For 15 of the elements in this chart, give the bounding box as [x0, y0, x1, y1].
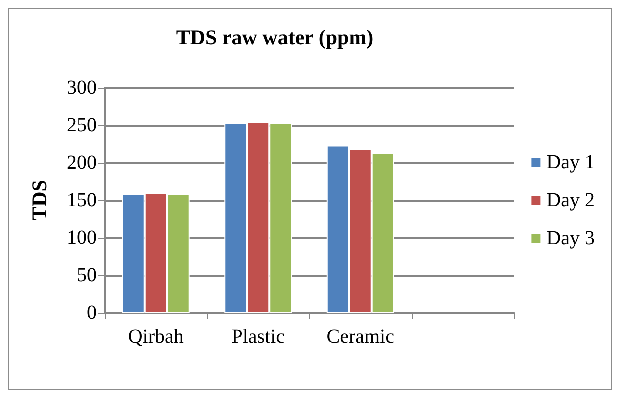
y-tick-label: 0	[87, 302, 97, 324]
legend-label: Day 2	[546, 190, 596, 212]
x-tick-label: Ceramic	[326, 326, 395, 348]
y-tick-label: 300	[67, 77, 97, 99]
x-tick-label: Qirbah	[128, 326, 184, 348]
legend-label: Day 1	[546, 152, 596, 174]
y-tick-label: 200	[67, 152, 97, 174]
y-tick-label: 250	[67, 114, 97, 136]
y-tick-label: 100	[67, 227, 97, 249]
legend-label: Day 3	[546, 228, 596, 250]
y-axis-title: TDS	[28, 180, 52, 221]
chart-title: TDS raw water (ppm)	[176, 26, 374, 50]
x-tick-label: Plastic	[232, 326, 286, 348]
y-tick-label: 50	[77, 264, 97, 286]
y-tick-label: 150	[67, 190, 97, 212]
